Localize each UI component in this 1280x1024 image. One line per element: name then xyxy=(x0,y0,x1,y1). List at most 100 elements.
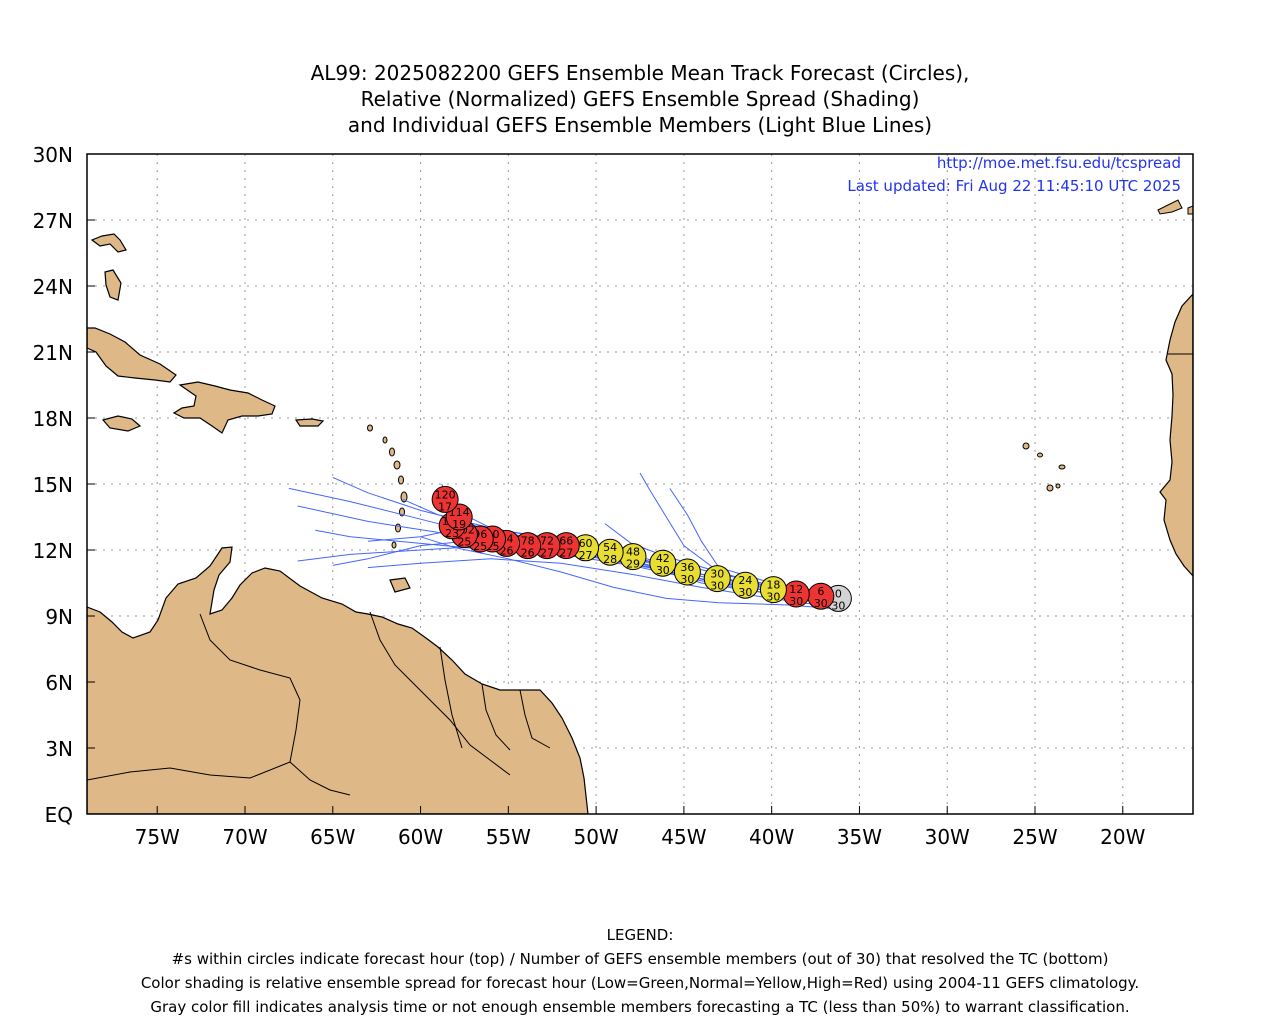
member-count-label: 28 xyxy=(603,553,617,566)
member-count-label: 30 xyxy=(814,597,828,610)
political-borders xyxy=(87,611,551,796)
lon-tick-label: 25W xyxy=(1012,825,1057,849)
track-circle xyxy=(703,565,731,593)
lon-tick-label: 50W xyxy=(573,825,618,849)
south-america-land xyxy=(87,546,589,814)
member-count-label: 25 xyxy=(457,536,471,549)
lat-tick-label: 3N xyxy=(45,737,73,761)
lon-tick-label: 65W xyxy=(310,825,355,849)
cuba-land xyxy=(87,327,177,383)
member-count-label: 30 xyxy=(680,573,694,586)
legend-line-3: Gray color fill indicates analysis time … xyxy=(150,998,1130,1016)
member-count-label: 25 xyxy=(473,540,487,553)
lon-tick-label: 20W xyxy=(1100,825,1145,849)
member-track-line xyxy=(420,536,842,610)
lat-tick-label: 27N xyxy=(33,209,73,233)
lat-tick-label: 12N xyxy=(33,539,73,563)
lat-tick-label: 21N xyxy=(33,341,73,365)
credits-url[interactable]: http://moe.met.fsu.edu/tcspread xyxy=(937,154,1181,172)
forecast-hour-label: 36 xyxy=(680,561,694,574)
lat-tick-label: 30N xyxy=(33,143,73,167)
member-count-label: 26 xyxy=(521,547,535,560)
credits-updated: Last updated: Fri Aug 22 11:45:10 UTC 20… xyxy=(847,177,1181,195)
member-count-label: 30 xyxy=(710,580,724,593)
lon-tick-label: 60W xyxy=(398,825,443,849)
forecast-hour-label: 78 xyxy=(521,535,535,548)
title-line-3: and Individual GEFS Ensemble Members (Li… xyxy=(347,113,933,137)
member-count-label: 29 xyxy=(626,558,640,571)
mean-track-circles: 0306301230183024303030363042304829542860… xyxy=(431,485,852,612)
member-count-label: 27 xyxy=(559,547,573,560)
lon-tick-label: 35W xyxy=(837,825,882,849)
lon-tick-label: 40W xyxy=(749,825,794,849)
lon-tick-label: 75W xyxy=(135,825,180,849)
lat-tick-label: 9N xyxy=(45,605,73,629)
africa-land xyxy=(1159,293,1193,577)
track-circle xyxy=(431,485,459,513)
track-circle xyxy=(731,571,759,599)
forecast-hour-label: 54 xyxy=(603,541,617,554)
puerto-rico-land xyxy=(294,418,325,427)
forecast-hour-label: 6 xyxy=(817,585,824,598)
lat-tick-label: 24N xyxy=(33,275,73,299)
legend-heading: LEGEND: xyxy=(606,926,674,944)
track-circle xyxy=(673,558,701,586)
member-count-label: 27 xyxy=(540,547,554,560)
jamaica-land xyxy=(101,415,142,432)
forecast-hour-label: 0 xyxy=(835,587,842,600)
forecast-hour-label: 72 xyxy=(540,535,554,548)
canary-islands xyxy=(1157,199,1193,215)
member-count-label: 27 xyxy=(579,549,593,562)
bahamas-abaco xyxy=(90,233,127,253)
track-point: 630 xyxy=(807,582,835,610)
legend: LEGEND: #s within circles indicate forec… xyxy=(0,923,1280,1019)
track-circle xyxy=(759,576,787,604)
forecast-hour-label: 18 xyxy=(766,579,780,592)
member-count-label: 19 xyxy=(452,518,466,531)
title-line-1: AL99: 2025082200 GEFS Ensemble Mean Trac… xyxy=(310,61,970,85)
lat-tick-label: EQ xyxy=(45,803,73,827)
chart-title: AL99: 2025082200 GEFS Ensemble Mean Trac… xyxy=(0,60,1280,138)
legend-line-2: Color shading is relative ensemble sprea… xyxy=(140,974,1140,992)
landmasses xyxy=(87,199,1193,814)
member-count-label: 30 xyxy=(656,564,670,577)
forecast-hour-label: 48 xyxy=(626,546,640,559)
lon-tick-label: 55W xyxy=(486,825,531,849)
axis-ticks: 75W 70W 65W 60W 55W 50W 45W 40W 35W 30W 25W 20W EQ 3N… xyxy=(33,143,1146,849)
forecast-hour-label: 30 xyxy=(710,568,724,581)
lon-tick-label: 45W xyxy=(661,825,706,849)
lon-tick-label: 30W xyxy=(925,825,970,849)
forecast-hour-label: 120 xyxy=(435,488,456,501)
member-count-label: 23 xyxy=(445,527,459,540)
legend-line-1: #s within circles indicate forecast hour… xyxy=(171,950,1109,968)
lesser-antilles xyxy=(367,424,1066,549)
lon-tick-label: 70W xyxy=(222,825,267,849)
forecast-hour-label: 42 xyxy=(656,552,670,565)
member-track-line xyxy=(367,558,835,608)
forecast-hour-label: 60 xyxy=(579,537,593,550)
member-count-label: 30 xyxy=(738,586,752,599)
member-count-label: 30 xyxy=(831,599,845,612)
member-count-label: 26 xyxy=(500,544,514,557)
bahamas-andros xyxy=(104,269,122,301)
forecast-hour-label: 12 xyxy=(789,583,803,596)
member-count-label: 30 xyxy=(766,591,780,604)
hispaniola-land xyxy=(172,381,276,434)
forecast-hour-label: 66 xyxy=(559,535,573,548)
member-count-label: 30 xyxy=(789,595,803,608)
lat-tick-label: 6N xyxy=(45,671,73,695)
member-count-label: 17 xyxy=(438,500,452,513)
